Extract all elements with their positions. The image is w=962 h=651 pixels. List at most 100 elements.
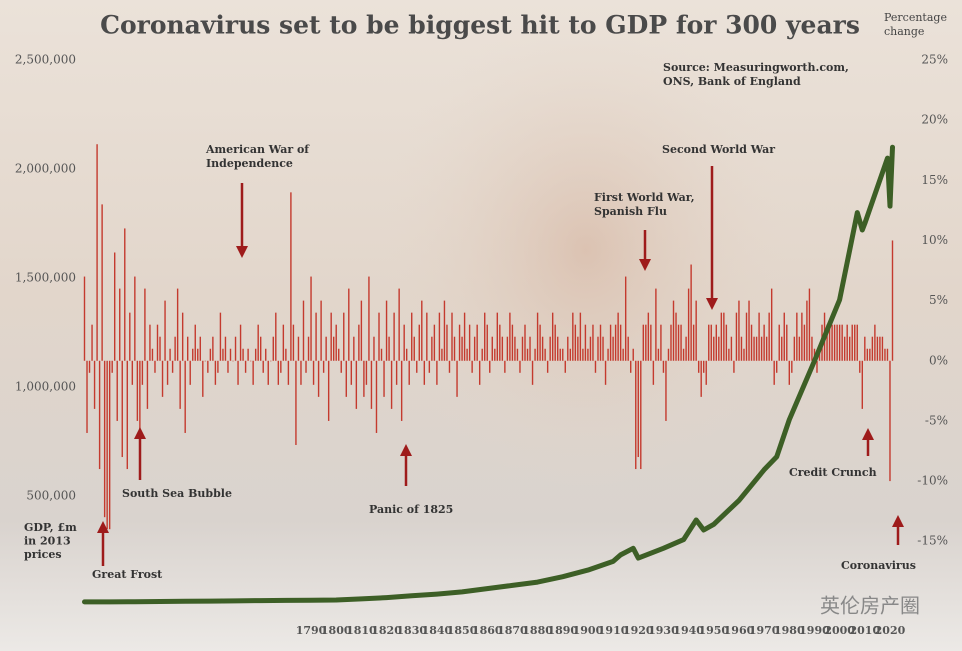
x-tick-label: 1890 (547, 624, 578, 637)
bar (541, 336, 544, 361)
bar (270, 360, 272, 362)
bar (884, 348, 886, 361)
bar (536, 312, 539, 361)
bar (672, 300, 675, 361)
bar (526, 348, 529, 361)
bar (559, 348, 561, 361)
annotation: Second World War (662, 143, 775, 156)
bar (783, 312, 785, 361)
bar (506, 336, 509, 361)
bar (753, 336, 755, 361)
bar (630, 360, 632, 373)
annotation: First World War, (594, 191, 695, 204)
annotation-arrows (97, 166, 904, 566)
bar (843, 336, 846, 361)
bar (708, 324, 710, 361)
x-tick-label: 1920 (623, 624, 654, 637)
bar (833, 324, 836, 361)
bar (280, 360, 282, 373)
bar (760, 336, 763, 361)
bar (353, 336, 355, 361)
bar (660, 324, 662, 361)
bar (227, 360, 229, 373)
bar (776, 360, 778, 373)
bar (265, 348, 267, 361)
bar (710, 324, 712, 361)
bar (763, 324, 765, 361)
bar (111, 360, 113, 373)
bar (614, 324, 617, 361)
bar (501, 336, 504, 361)
bar (119, 288, 121, 361)
bar (350, 360, 353, 385)
x-tick-label: 1800 (321, 624, 352, 637)
bar (134, 276, 136, 361)
bar (499, 324, 501, 361)
x-tick-label: 1900 (573, 624, 604, 637)
bar (275, 312, 277, 361)
bar (504, 360, 506, 373)
bar (599, 324, 602, 361)
bar (597, 336, 599, 361)
bar (743, 348, 745, 361)
bar (217, 360, 219, 373)
annotation: Coronavirus (841, 559, 916, 572)
annotation: American War of (205, 143, 310, 156)
bar (713, 336, 715, 361)
bar (811, 336, 813, 361)
bar (287, 360, 290, 385)
y-axis-title: in 2013 (24, 535, 71, 548)
bar (592, 324, 594, 361)
bar (864, 336, 866, 361)
bar (244, 360, 247, 373)
bar (869, 348, 871, 361)
bar (881, 336, 884, 361)
bar (886, 348, 889, 361)
bar (192, 348, 194, 361)
bar (604, 360, 607, 385)
annotation: Independence (206, 157, 293, 170)
bar (164, 300, 166, 361)
bar (891, 240, 894, 361)
bar (458, 324, 461, 361)
bar (441, 348, 443, 361)
x-tick-label: 1790 (296, 624, 327, 637)
bar (129, 312, 131, 361)
bar (866, 348, 869, 361)
bar (828, 324, 831, 361)
source-note: ONS, Bank of England (663, 75, 801, 88)
bar (806, 300, 808, 361)
bar (154, 360, 156, 373)
bar (801, 312, 803, 361)
x-tick-label: 1980 (774, 624, 805, 637)
bar (448, 360, 451, 373)
bar (521, 336, 524, 361)
bar (549, 336, 551, 361)
bar (209, 348, 212, 361)
x-tick-label: 1950 (698, 624, 729, 637)
bar (773, 360, 775, 385)
annotation: Panic of 1825 (369, 503, 453, 516)
bar (411, 312, 413, 361)
bar (438, 312, 441, 361)
bar (854, 324, 856, 361)
y2-tick-label: 0% (929, 353, 948, 367)
bar (471, 360, 473, 373)
y2-axis-title: change (884, 25, 924, 38)
bar (715, 324, 718, 361)
bar (582, 348, 584, 361)
bar (584, 324, 587, 361)
x-tick-label: 1810 (346, 624, 377, 637)
gdp-line (82, 144, 895, 605)
bar (486, 324, 488, 361)
y-tick-label: 500,000 (26, 489, 76, 503)
bar (413, 336, 415, 361)
bar (297, 336, 300, 361)
bar (544, 348, 546, 361)
bar (327, 360, 330, 421)
bar (184, 360, 186, 433)
bar (554, 324, 556, 361)
bar (126, 360, 128, 470)
bar (534, 348, 536, 361)
x-tick-label: 2010 (849, 624, 880, 637)
